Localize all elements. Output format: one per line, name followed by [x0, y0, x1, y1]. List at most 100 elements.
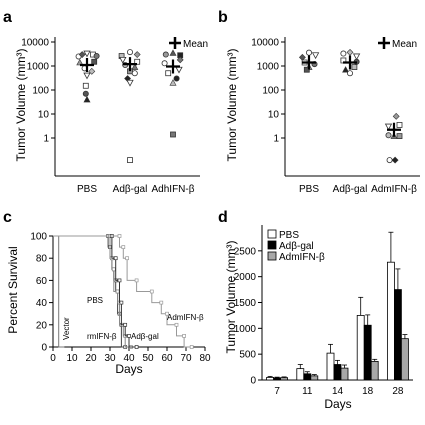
data-point: [162, 51, 169, 58]
panel-c-survival-curves: [53, 234, 194, 349]
curve-label-admifn: AdmIFN-β: [167, 313, 204, 322]
x-tick-label: 7: [274, 386, 280, 397]
panel-d-letter: d: [218, 209, 228, 226]
data-point: [83, 50, 91, 58]
curve-marker: [174, 322, 179, 327]
data-point: [351, 64, 358, 70]
data-point: [175, 66, 183, 74]
panel-a-legend-label: Mean: [183, 39, 208, 50]
mean-marker: [343, 55, 357, 70]
data-point: [169, 79, 177, 86]
data-point: [134, 58, 141, 65]
data-point: [169, 49, 177, 56]
panel-a: a Tumor Volume (mm³) 10000 1000 100 10 1 PBS…: [3, 9, 208, 195]
bar: [273, 377, 282, 381]
x-tick-label: 18: [362, 386, 374, 397]
panel-a-points: [75, 49, 184, 163]
panel-d-bars: [266, 231, 409, 381]
bar: [310, 375, 319, 381]
curve-marker: [117, 278, 122, 283]
curve-marker: [121, 245, 126, 249]
mean-marker-icon: [378, 37, 390, 49]
y-tick-label: 40: [36, 298, 48, 309]
x-tick-label: 40: [123, 353, 135, 364]
data-point: [303, 66, 310, 73]
bar: [356, 315, 365, 381]
data-point: [131, 70, 138, 77]
data-point: [91, 58, 98, 65]
x-tick-label: 11: [302, 386, 313, 397]
panel-b-xtick: AdmIFN-β: [371, 184, 417, 195]
bar: [333, 364, 342, 381]
data-point: [78, 51, 86, 58]
curve-marker: [182, 334, 186, 338]
bar: [296, 368, 305, 381]
panel-a-legend: Mean: [169, 37, 208, 50]
panel-a-y-ticks: 10000 1000 100 10 1: [21, 38, 55, 145]
data-point: [342, 66, 350, 73]
data-point: [305, 49, 312, 56]
panel-b-ylabel: Tumor Volume (mm³): [225, 49, 239, 162]
y-tick-label: 500: [239, 350, 256, 361]
panel-d-ylabel: Tumor Volume (mm³): [224, 241, 238, 354]
y-tick-label: 100: [30, 232, 47, 243]
panel-c-xlabel: Days: [115, 362, 142, 376]
y-tick-label: 80: [36, 254, 48, 265]
y-tick-label: 10: [268, 110, 280, 121]
panel-a-xtick: AdhIFN-β: [152, 184, 195, 195]
bar: [363, 324, 372, 381]
legend-swatch: [267, 229, 277, 239]
panel-a-ylabel: Tumor Volume (mm³): [14, 49, 28, 162]
panel-c-ticks: 0 10 20 30 40 50 60 70 80 0 20 40 60 80 100: [30, 232, 211, 365]
data-point: [82, 82, 89, 89]
data-point: [165, 70, 172, 77]
x-tick-label: 50: [142, 353, 154, 364]
data-point: [384, 123, 393, 131]
x-tick-label: 0: [50, 353, 56, 364]
panel-a-letter: a: [3, 9, 12, 26]
curve-marker: [134, 278, 139, 283]
curve-marker: [123, 322, 128, 327]
data-point: [298, 53, 306, 61]
panel-b-xtick: Adβ-gal: [333, 184, 368, 195]
data-point: [83, 72, 91, 80]
x-tick-label: 20: [85, 353, 97, 364]
bar: [393, 289, 402, 381]
y-tick-label: 0: [250, 376, 256, 387]
panel-c: c Percent Survival 0 10 20 30 40 50 60 70 80 0 20 4…: [3, 209, 211, 376]
curve-label-pbs: PBS: [87, 296, 103, 305]
curve-marker: [119, 300, 124, 305]
curve-marker: [165, 311, 169, 316]
curve-marker: [189, 345, 194, 349]
data-point: [311, 52, 320, 60]
mean-marker: [302, 55, 316, 70]
data-point: [83, 95, 91, 103]
y-tick-label: 1000: [257, 62, 280, 73]
mean-marker: [80, 58, 94, 73]
panel-a-xtick: Adβ-gal: [113, 184, 148, 195]
bar: [340, 367, 349, 381]
panel-d-xlabel: Days: [324, 397, 351, 411]
panel-b-legend-label: Mean: [392, 39, 417, 50]
data-point: [385, 132, 392, 139]
y-tick-label: 100: [262, 86, 279, 97]
y-tick-label: 1000: [27, 62, 50, 73]
data-point: [133, 51, 141, 58]
y-tick-label: 100: [32, 86, 49, 97]
data-point: [173, 75, 180, 82]
y-tick-label: 1: [273, 134, 279, 145]
bar: [326, 352, 335, 381]
x-tick-label: 14: [332, 386, 344, 397]
data-point: [346, 70, 353, 77]
data-point: [391, 156, 399, 164]
data-point: [396, 122, 403, 128]
curve-marker: [111, 267, 116, 272]
panel-b-points: [298, 48, 403, 164]
mean-marker: [166, 59, 180, 74]
mean-marker: [123, 57, 137, 72]
data-point: [340, 50, 347, 57]
panel-b-xtick: PBS: [299, 184, 319, 195]
legend-label: Adβ-gal: [279, 241, 314, 252]
